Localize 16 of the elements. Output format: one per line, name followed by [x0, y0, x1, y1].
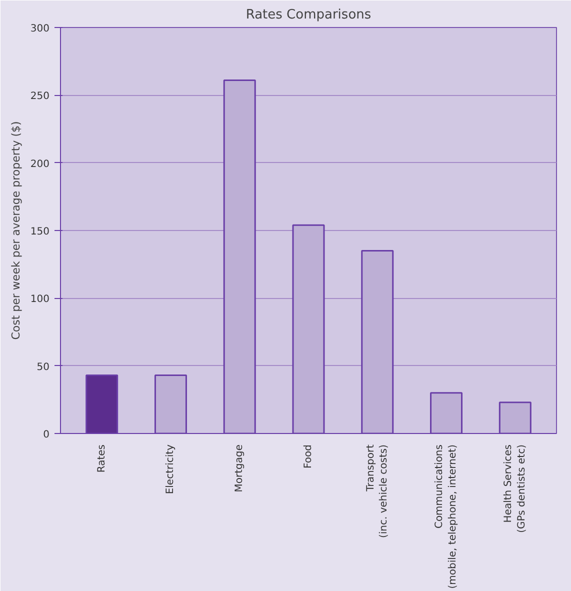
x-tick-label: Communications (mobile, telephone, internet) — [434, 444, 458, 589]
y-tick-label: 200 — [30, 158, 50, 170]
y-tick-label: 50 — [36, 362, 50, 373]
x-tick-label: Transport (inc. vehicle costs) — [365, 444, 390, 538]
x-tick-label: Mortgage — [234, 444, 246, 492]
x-tick-label: Health Services (GPs dentists etc) — [503, 444, 528, 533]
y-tick-label: 150 — [30, 226, 50, 238]
y-tick-label: 300 — [30, 24, 50, 34]
y-tick-label: 250 — [30, 91, 50, 102]
y-tick-label: 0 — [43, 430, 50, 440]
x-tick-label: Rates — [96, 444, 108, 473]
x-tick-label: Electricity — [165, 444, 176, 494]
y-tick-label: 100 — [30, 294, 50, 306]
chart-title: Rates Comparisons — [246, 8, 372, 22]
y-axis-title: Cost per week per average property ($) — [9, 121, 22, 340]
x-tick-label: Food — [303, 444, 314, 468]
